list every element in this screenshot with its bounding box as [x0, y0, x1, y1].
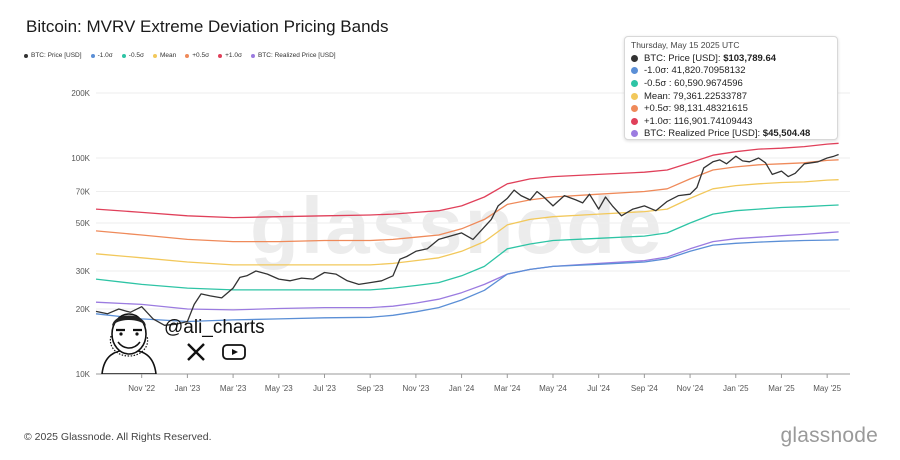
glassnode-logo: glassnode: [780, 424, 878, 447]
legend-dot: [90, 53, 95, 58]
tooltip-row-minus-05sigma: -0.5σ : 60,590.9674596: [631, 77, 831, 90]
copyright: © 2025 Glassnode. All Rights Reserved.: [24, 431, 212, 443]
x-logo-icon[interactable]: [186, 343, 206, 361]
x-tick-label: May '25: [813, 384, 841, 393]
x-tick-label: Nov '22: [128, 384, 155, 393]
tooltip-row-realized-price: BTC: Realized Price [USD]: $45,504.48: [631, 128, 831, 141]
x-tick-label: Jul '24: [587, 384, 610, 393]
legend-item-price[interactable]: BTC: Price [USD]: [24, 52, 82, 59]
x-tick-label: Nov '24: [677, 384, 704, 393]
series-line-0-5: [95, 159, 839, 243]
x-tick-label: Mar '25: [768, 384, 795, 393]
x-tick-label: Sep '23: [357, 384, 384, 393]
x-tick-label: Jan '25: [723, 384, 749, 393]
tooltip: Thursday, May 15 2025 UTC BTC: Price [US…: [624, 36, 838, 140]
y-tick-label: 10K: [76, 370, 91, 379]
x-tick-label: Nov '23: [402, 384, 429, 393]
series-line-0-5: [95, 204, 839, 291]
series-line-1-0: [95, 142, 839, 219]
x-tick-label: Mar '23: [220, 384, 247, 393]
tooltip-dot: [631, 67, 638, 75]
tooltip-dot: [631, 117, 638, 125]
y-tick-label: 70K: [76, 187, 91, 196]
legend-item-mean[interactable]: Mean: [153, 52, 176, 59]
legend: BTC: Price [USD] -1.0σ -0.5σ Mean +0.5σ …: [24, 52, 336, 59]
tooltip-row-price: BTC: Price [USD]: $103,789.64: [631, 52, 831, 65]
tooltip-dot: [631, 54, 638, 62]
y-tick-label: 200K: [71, 89, 90, 98]
legend-item-minus-1sigma[interactable]: -1.0σ: [90, 52, 113, 59]
series-line-btc-price-usd: [95, 153, 839, 326]
x-tick-label: May '24: [539, 384, 567, 393]
x-tick-label: May '23: [265, 384, 293, 393]
social-icons: [186, 343, 246, 361]
tooltip-dot: [631, 105, 638, 113]
tooltip-dot: [631, 79, 638, 87]
y-tick-label: 20K: [76, 305, 91, 314]
x-tick-label: Jan '23: [175, 384, 201, 393]
tooltip-dot: [631, 130, 638, 138]
legend-dot: [218, 53, 223, 58]
legend-item-plus-05sigma[interactable]: +0.5σ: [185, 52, 209, 59]
legend-dot: [24, 53, 28, 58]
legend-dot: [185, 53, 190, 58]
tooltip-dot: [631, 92, 638, 100]
series-line-1-0: [95, 239, 839, 323]
x-tick-label: Mar '24: [494, 384, 521, 393]
author-handle: @ali_charts: [164, 317, 265, 338]
x-tick-label: Jul '23: [313, 384, 336, 393]
tooltip-row-plus-05sigma: +0.5σ: 98,131.48321615: [631, 102, 831, 115]
legend-dot: [121, 53, 126, 58]
x-tick-label: Jan '24: [449, 384, 475, 393]
tooltip-date: Thursday, May 15 2025 UTC: [631, 40, 740, 50]
legend-dot: [153, 53, 157, 58]
series-line-mean: [95, 179, 839, 266]
chart-title: Bitcoin: MVRV Extreme Deviation Pricing …: [26, 17, 389, 36]
legend-item-minus-05sigma[interactable]: -0.5σ: [121, 52, 144, 59]
y-tick-label: 50K: [76, 219, 91, 228]
x-tick-label: Sep '24: [631, 384, 658, 393]
tooltip-row-mean: Mean: 79,361.22533787: [631, 90, 831, 103]
legend-dot: [250, 53, 255, 58]
tooltip-row-plus-1sigma: +1.0σ: 116,901.74109443: [631, 115, 831, 128]
y-tick-label: 100K: [71, 154, 90, 163]
y-tick-label: 30K: [76, 267, 91, 276]
tooltip-row-minus-1sigma: -1.0σ: 41,820.70958132: [631, 65, 831, 78]
avatar-caricature: [101, 313, 157, 374]
legend-item-realized-price[interactable]: BTC: Realized Price [USD]: [250, 52, 336, 59]
legend-item-plus-1sigma[interactable]: +1.0σ: [218, 52, 242, 59]
youtube-icon[interactable]: [222, 343, 246, 361]
